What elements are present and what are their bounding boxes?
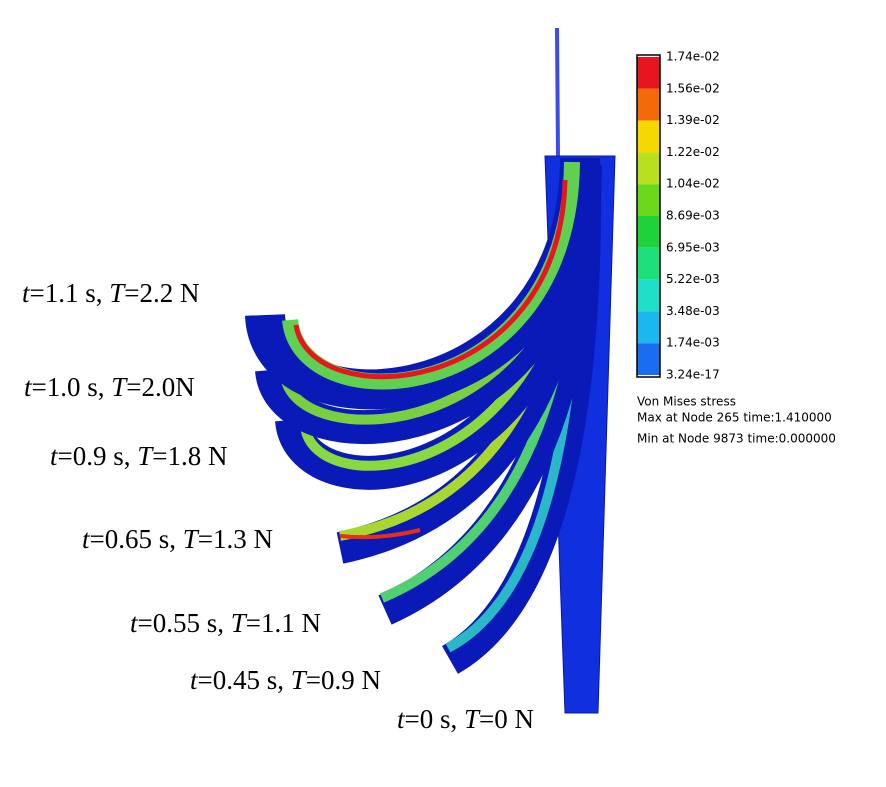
state-label: t=0.9 s, T=1.8 N: [50, 441, 228, 471]
state-label: t=0 s, T=0 N: [397, 704, 534, 734]
tick-label: 1.04e-02: [666, 177, 720, 191]
label-part: =2.2 N: [124, 278, 199, 308]
color-band: [637, 311, 660, 344]
label-part: t: [397, 704, 406, 734]
state-label: t=0.55 s, T=1.1 N: [130, 608, 321, 638]
legend-min: Min at Node 9873 time:0.000000: [637, 432, 836, 446]
beam-t11: [245, 157, 600, 410]
color-band: [637, 184, 660, 216]
label-part: t: [50, 441, 59, 471]
label-part: =0 N: [479, 704, 534, 734]
legend-title: Von Mises stress: [637, 395, 736, 409]
color-band: [637, 120, 660, 153]
label-part: T: [111, 372, 128, 402]
tick-label: 1.74e-02: [666, 50, 720, 64]
label-part: =0.9 N: [306, 665, 381, 695]
label-part: =1.1 N: [246, 608, 321, 638]
tick-label: 1.22e-02: [666, 145, 720, 159]
label-part: =1.1 s,: [30, 278, 110, 308]
label-part: T: [109, 278, 126, 308]
label-part: =0 s,: [405, 704, 464, 734]
state-label: t=0.65 s, T=1.3 N: [82, 524, 273, 554]
tick-label: 6.95e-03: [666, 240, 720, 254]
tick-label: 1.56e-02: [666, 81, 720, 95]
label-part: T: [464, 704, 481, 734]
color-band: [637, 343, 660, 375]
state-label: t=1.1 s, T=2.2 N: [22, 278, 200, 308]
color-band: [637, 279, 660, 312]
label-part: T: [137, 441, 154, 471]
state-label: t=1.0 s, T=2.0N: [24, 372, 195, 402]
tendon: [555, 27, 560, 157]
color-band: [637, 247, 660, 280]
label-part: =0.45 s,: [198, 665, 291, 695]
label-part: T: [231, 608, 248, 638]
beams: [245, 27, 616, 714]
state-label: t=0.45 s, T=0.9 N: [190, 665, 381, 695]
legend-max: Max at Node 265 time:1.410000: [637, 411, 832, 425]
label-part: =0.65 s,: [90, 524, 183, 554]
labels: t=1.1 s, T=2.2 Nt=1.0 s, T=2.0Nt=0.9 s, …: [22, 278, 534, 734]
label-part: T: [291, 665, 308, 695]
colorbar-frame: [636, 54, 661, 378]
label-part: t: [82, 524, 91, 554]
label-part: t: [190, 665, 199, 695]
tick-label: 3.48e-03: [666, 304, 720, 318]
legend: 1.74e-02 1.56e-02 1.39e-02 1.22e-02 1.04e-02…: [636, 50, 836, 446]
color-band: [637, 57, 660, 89]
label-part: =1.0 s,: [32, 372, 112, 402]
label-part: =1.8 N: [152, 441, 227, 471]
tick-label: 1.74e-03: [666, 336, 720, 350]
label-part: t: [24, 372, 33, 402]
label-part: =0.55 s,: [138, 608, 231, 638]
label-part: =2.0N: [126, 372, 194, 402]
label-part: =1.3 N: [198, 524, 273, 554]
tick-label: 3.24e-17: [666, 368, 720, 382]
label-part: T: [183, 524, 200, 554]
color-band: [637, 216, 660, 248]
label-part: t: [22, 278, 31, 308]
label-part: t: [130, 608, 139, 638]
tick-label: 1.39e-02: [666, 113, 720, 127]
color-band: [637, 88, 660, 121]
tick-label: 5.22e-03: [666, 272, 720, 286]
label-part: =0.9 s,: [58, 441, 138, 471]
tick-label: 8.69e-03: [666, 209, 720, 223]
color-band: [637, 152, 660, 185]
